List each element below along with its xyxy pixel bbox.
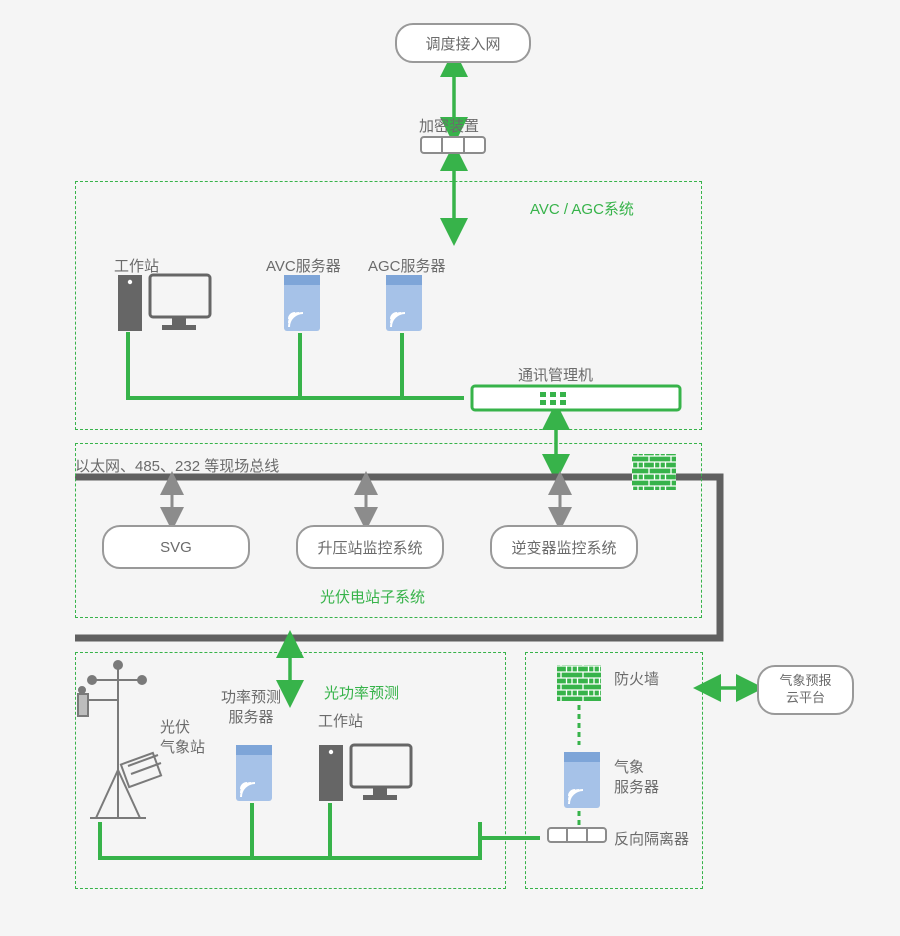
svg-node: SVG bbox=[102, 525, 250, 569]
ws1-label: 工作站 bbox=[114, 255, 159, 276]
cloud-node: 气象预报 云平台 bbox=[757, 665, 854, 715]
cloud-label: 气象预报 云平台 bbox=[779, 673, 831, 707]
avc-region-label: AVC / AGC系统 bbox=[530, 198, 634, 219]
sub-region-label: 光伏电站子系统 bbox=[320, 586, 425, 607]
dispatch-label: 调度接入网 bbox=[425, 33, 500, 54]
boost-node: 升压站监控系统 bbox=[296, 525, 444, 569]
comm-mgr-label: 通讯管理机 bbox=[518, 364, 593, 385]
firewall-label: 防火墙 bbox=[614, 668, 659, 689]
weather-label: 光伏 气象站 bbox=[160, 718, 205, 759]
inverter-node: 逆变器监控系统 bbox=[490, 525, 638, 569]
rev-iso-label: 反向隔离器 bbox=[614, 828, 689, 849]
dispatch-node: 调度接入网 bbox=[395, 23, 531, 63]
power-forecast-region bbox=[75, 652, 506, 889]
ethernet-label: 以太网、485、232 等现场总线 bbox=[75, 455, 279, 476]
met-srv-label: 气象 服务器 bbox=[614, 758, 659, 799]
inverter-label: 逆变器监控系统 bbox=[511, 537, 616, 558]
svg-label: SVG bbox=[160, 539, 192, 556]
encrypt-label: 加密装置 bbox=[419, 115, 479, 136]
pwr-region-label: 光功率预测 bbox=[324, 682, 399, 703]
ws2-label: 工作站 bbox=[318, 710, 363, 731]
avc-label: AVC服务器 bbox=[266, 255, 341, 276]
boost-label: 升压站监控系统 bbox=[317, 537, 422, 558]
diagram-canvas: 调度接入网 SVG 升压站监控系统 逆变器监控系统 气象预报 云平台 加密装置 … bbox=[0, 0, 900, 936]
agc-label: AGC服务器 bbox=[368, 255, 446, 276]
encrypt-device-icon bbox=[421, 137, 485, 153]
pwr-srv-label: 功率预测 服务器 bbox=[221, 688, 281, 729]
